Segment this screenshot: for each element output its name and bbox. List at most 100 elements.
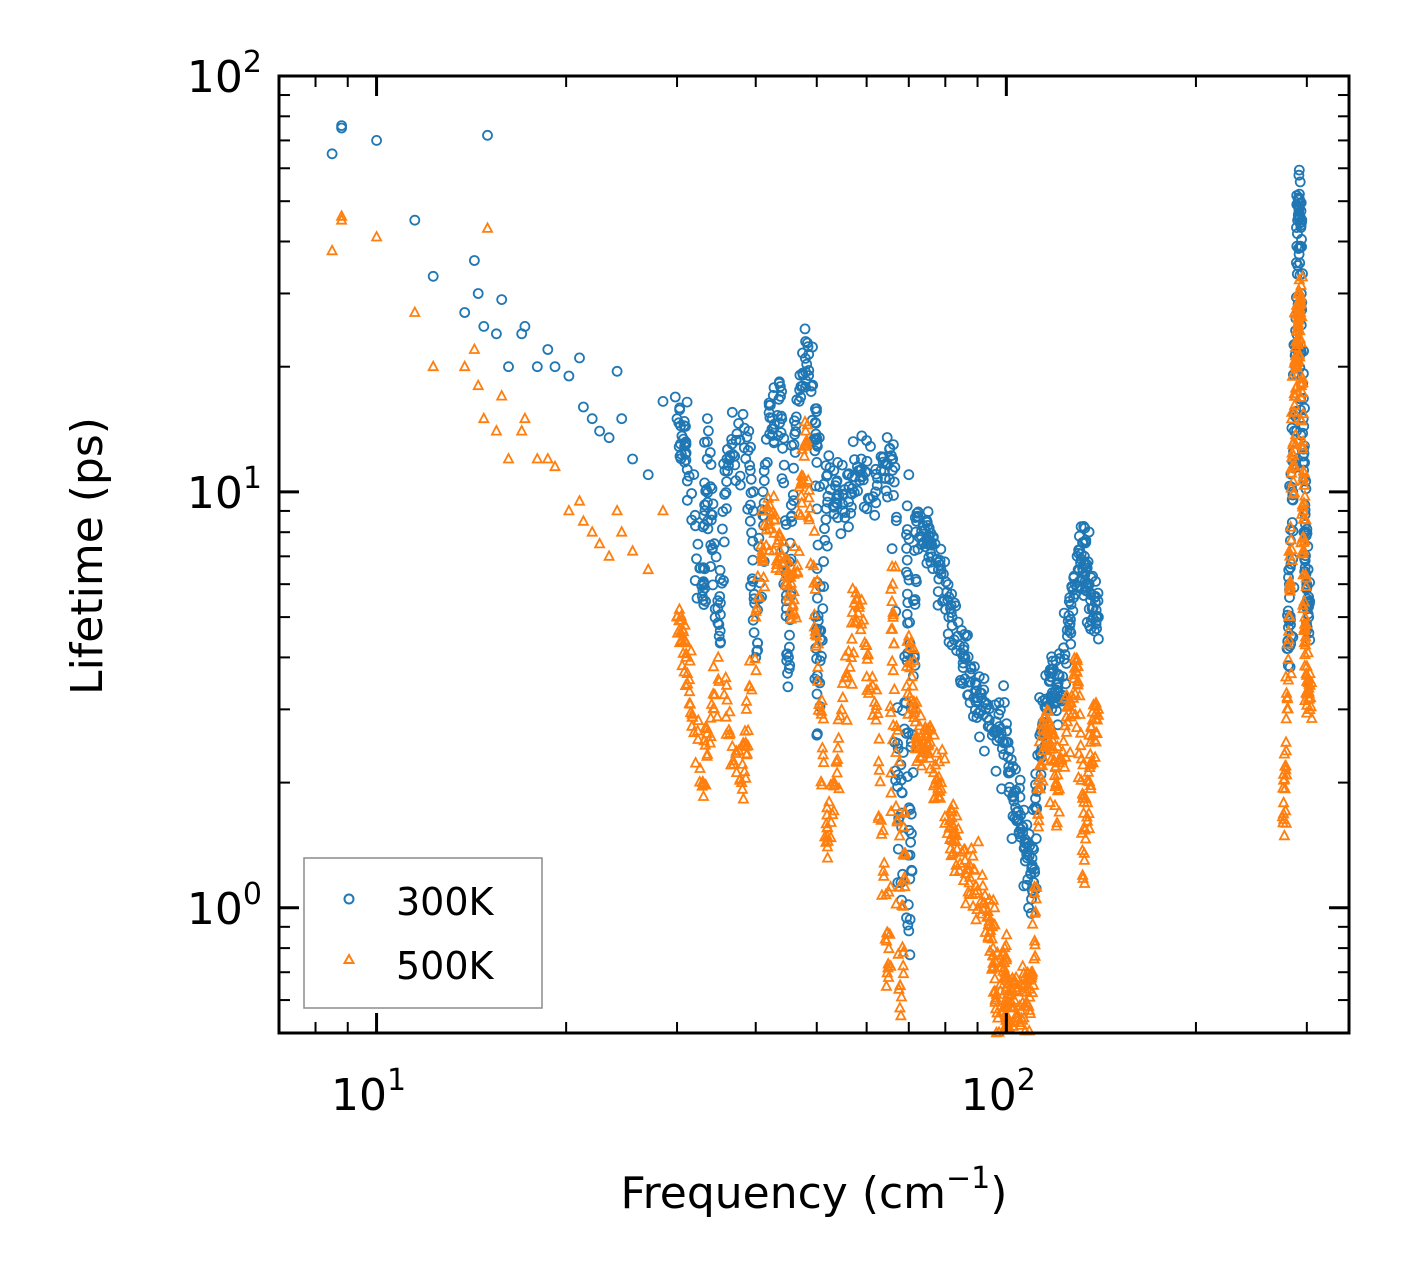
point-500k-63 (1078, 853, 1091, 865)
y-tick-label-2: 102 (187, 45, 262, 103)
point-300k-328 (799, 323, 811, 335)
point-300k-20 (574, 352, 585, 364)
point-300k-105 (692, 538, 704, 550)
point-500k-593 (966, 849, 979, 861)
point-500k-944 (1278, 747, 1291, 759)
point-300k-28 (642, 469, 654, 481)
point-500k-24 (603, 549, 616, 561)
point-300k-441 (846, 501, 857, 513)
point-500k-646 (984, 917, 997, 930)
point-300k-405 (821, 503, 832, 515)
point-300k-609 (909, 512, 921, 523)
point-500k-767 (1025, 971, 1038, 983)
point-300k-908 (1064, 618, 1076, 630)
point-500k-125 (691, 724, 704, 736)
point-500k-515 (910, 731, 922, 744)
point-300k-975 (1085, 572, 1097, 583)
point-300k-1092 (1296, 233, 1307, 245)
point-500k-1055 (1293, 347, 1306, 359)
point-500k-365 (841, 713, 853, 725)
point-500k-550 (933, 754, 946, 767)
legend-frame (303, 857, 543, 1009)
point-500k-17 (541, 452, 554, 464)
point-500k-929 (1085, 754, 1098, 766)
point-500k-159 (722, 723, 735, 735)
point-500k-6 (458, 359, 471, 372)
point-300k-587 (907, 767, 919, 778)
point-500k-84 (677, 646, 690, 658)
point-300k-235 (746, 527, 757, 539)
point-500k-953 (1280, 711, 1293, 724)
point-300k-117 (691, 553, 702, 565)
point-500k-883 (1076, 843, 1089, 856)
point-500k-1051 (1294, 305, 1307, 317)
point-300k-17 (542, 344, 554, 355)
point-500k-624 (976, 868, 989, 880)
point-300k-90 (669, 391, 681, 403)
point-300k-1070 (1293, 164, 1305, 176)
point-500k-294 (803, 483, 816, 495)
point-500k-871 (1075, 773, 1088, 785)
point-500k-111 (683, 696, 696, 708)
point-300k-122 (681, 475, 693, 487)
point-300k-581 (908, 595, 919, 607)
point-300k-23 (594, 425, 605, 437)
point-300k-627 (925, 527, 937, 539)
point-300k-1090 (1295, 219, 1307, 231)
point-500k-907 (1079, 823, 1091, 835)
point-500k-870 (1076, 868, 1089, 880)
point-300k-487 (870, 497, 882, 509)
point-300k-189 (718, 536, 730, 548)
point-300k-760 (1005, 766, 1016, 778)
point-500k-384 (862, 686, 875, 698)
point-300k-120 (686, 514, 698, 526)
point-500k-919 (1088, 733, 1101, 745)
point-500k-451 (890, 719, 903, 731)
point-500k-466 (897, 820, 910, 832)
point-500k-25 (611, 503, 624, 516)
point-300k-713 (974, 731, 985, 743)
point-500k-112 (692, 732, 704, 744)
point-300k-510 (888, 476, 900, 488)
point-500k-442 (888, 636, 901, 649)
point-300k-797 (1021, 852, 1033, 864)
point-500k-423 (886, 732, 899, 745)
point-500k-113 (687, 725, 700, 738)
point-500k-188 (745, 683, 758, 695)
point-300k-353 (805, 386, 817, 398)
point-500k-583 (946, 847, 959, 859)
point-500k-850 (1064, 745, 1077, 757)
point-500k-498 (910, 700, 922, 713)
point-500k-330 (823, 794, 836, 807)
point-500k-163 (720, 678, 733, 690)
point-500k-122 (686, 710, 699, 722)
point-300k-499 (879, 472, 891, 484)
point-500k-170 (749, 651, 761, 664)
point-500k-926 (1091, 713, 1104, 725)
point-500k-277 (793, 544, 806, 556)
point-300k-477 (861, 455, 873, 467)
point-300k-29 (657, 395, 669, 407)
point-500k-1108 (1299, 620, 1311, 632)
point-300k-383 (811, 688, 823, 700)
point-300k-574 (911, 576, 922, 588)
point-500k-880 (1070, 651, 1083, 663)
point-300k-166 (705, 514, 717, 526)
point-500k-945 (1277, 812, 1290, 824)
point-300k-960 (1083, 526, 1095, 538)
point-300k-434 (831, 497, 843, 509)
point-500k-547 (936, 743, 949, 755)
point-500k-943 (1279, 759, 1291, 771)
point-500k-669 (990, 987, 1003, 999)
point-500k-771 (1028, 952, 1040, 964)
point-300k-693 (962, 651, 974, 663)
point-500k-497 (904, 636, 917, 648)
point-300k-400 (818, 556, 829, 567)
point-500k-763 (1027, 978, 1040, 990)
point-300k-408 (819, 523, 830, 535)
point-300k-1109 (1297, 268, 1308, 280)
point-500k-859 (1062, 699, 1075, 711)
point-500k-820 (1050, 819, 1063, 831)
point-500k-232 (768, 512, 781, 525)
point-300k-756 (1004, 781, 1015, 793)
